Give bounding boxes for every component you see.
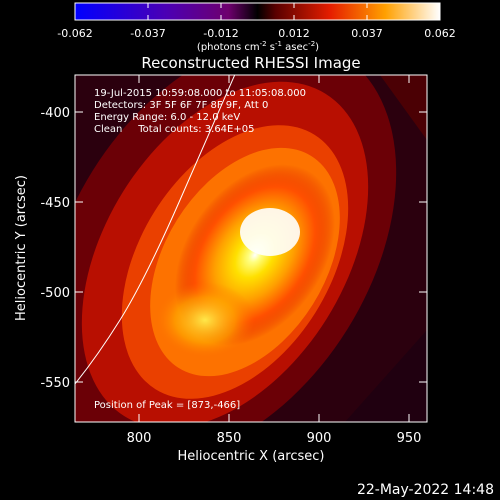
colorbar-tick-label: -0.012: [203, 27, 238, 40]
axis-ticks: [75, 75, 427, 422]
x-tick-label: 800: [127, 431, 152, 446]
x-axis-label: Heliocentric X (arcsec): [178, 449, 325, 464]
colorbar-ticks: [147, 3, 368, 20]
x-tick-label: 900: [307, 431, 332, 446]
colorbar-tick-label: 0.037: [351, 27, 383, 40]
y-axis-label: Heliocentric Y (arcsec): [14, 175, 29, 321]
colorbar-tick-label: -0.062: [57, 27, 92, 40]
x-tick-label: 950: [397, 431, 422, 446]
x-tick-label: 850: [217, 431, 242, 446]
colorbar: [74, 2, 441, 21]
colorbar-tick-label: 0.012: [278, 27, 310, 40]
info-line-detectors: Detectors: 3F 5F 6F 7F 8F 9F, Att 0: [94, 100, 268, 111]
solar-limb-curve: [75, 75, 236, 385]
colorbar-tick-label: -0.037: [130, 27, 165, 40]
image-title: Reconstructed RHESSI Image: [141, 54, 360, 72]
y-tick-label: -400: [40, 106, 70, 121]
y-tick-label: -450: [40, 196, 70, 211]
y-tick-label: -550: [40, 376, 70, 391]
peak-position-text: Position of Peak = [873,-466]: [94, 400, 240, 411]
info-line-time: 19-Jul-2015 10:59:08.000 to 11:05:08.000: [94, 88, 306, 99]
info-line-clean: Clean Total counts: 3.64E+05: [94, 124, 254, 135]
colorbar-unit-label: (photons cm-2 s-1 asec-2): [197, 40, 319, 53]
y-tick-label: -500: [40, 286, 70, 301]
colorbar-tick-label: 0.062: [424, 27, 456, 40]
footer-date: 22-May-2022 14:48: [357, 482, 494, 498]
plot-frame: [74, 74, 428, 423]
solar-image: [75, 75, 427, 422]
info-line-energy: Energy Range: 6.0 - 12.0 keV: [94, 112, 240, 123]
